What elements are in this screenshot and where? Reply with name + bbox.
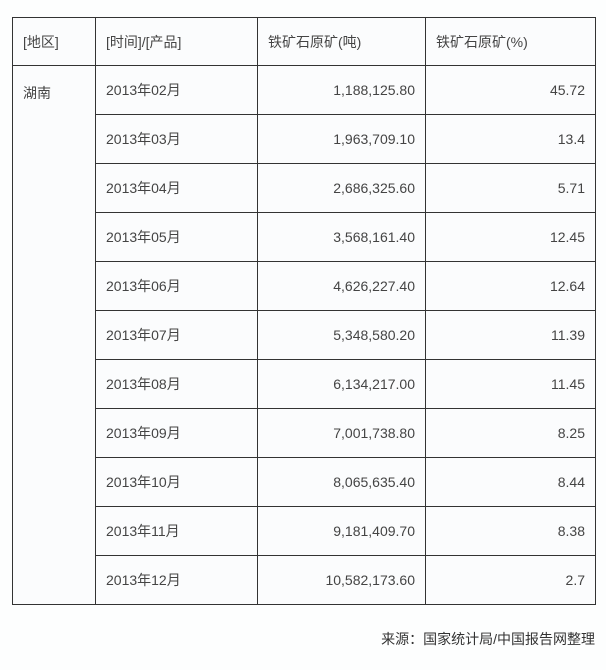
header-tons: 铁矿石原矿(吨) xyxy=(257,17,426,66)
table-row: 2013年06月 4,626,227.40 12.64 xyxy=(13,261,596,311)
percent-cell: 12.45 xyxy=(425,212,596,262)
period-cell: 2013年10月 xyxy=(95,457,258,507)
period-cell: 2013年03月 xyxy=(95,114,258,164)
table-row: 2013年05月 3,568,161.40 12.45 xyxy=(13,212,596,262)
tons-cell: 1,188,125.80 xyxy=(257,65,426,115)
period-cell: 2013年02月 xyxy=(95,65,258,115)
percent-cell: 12.64 xyxy=(425,261,596,311)
source-note: 来源：国家统计局/中国报告网整理 xyxy=(381,631,595,647)
tons-cell: 9,181,409.70 xyxy=(257,506,426,556)
table-row: 2013年09月 7,001,738.80 8.25 xyxy=(13,408,596,458)
table-row: 2013年04月 2,686,325.60 5.71 xyxy=(13,163,596,213)
tons-cell: 6,134,217.00 xyxy=(257,359,426,409)
percent-cell: 13.4 xyxy=(425,114,596,164)
percent-cell: 8.38 xyxy=(425,506,596,556)
period-cell: 2013年09月 xyxy=(95,408,258,458)
percent-cell: 2.7 xyxy=(425,555,596,605)
header-percent: 铁矿石原矿(%) xyxy=(425,17,596,66)
tons-cell: 7,001,738.80 xyxy=(257,408,426,458)
percent-cell: 5.71 xyxy=(425,163,596,213)
period-cell: 2013年05月 xyxy=(95,212,258,262)
table-row: 2013年12月 10,582,173.60 2.7 xyxy=(13,555,596,605)
tons-cell: 2,686,325.60 xyxy=(257,163,426,213)
period-cell: 2013年12月 xyxy=(95,555,258,605)
table-row: 2013年07月 5,348,580.20 11.39 xyxy=(13,310,596,360)
table-row: 2013年03月 1,963,709.10 13.4 xyxy=(13,114,596,164)
tons-cell: 5,348,580.20 xyxy=(257,310,426,360)
percent-cell: 45.72 xyxy=(425,65,596,115)
period-cell: 2013年08月 xyxy=(95,359,258,409)
tons-cell: 4,626,227.40 xyxy=(257,261,426,311)
percent-cell: 11.39 xyxy=(425,310,596,360)
tons-cell: 10,582,173.60 xyxy=(257,555,426,605)
table-row: 2013年10月 8,065,635.40 8.44 xyxy=(13,457,596,507)
percent-cell: 8.44 xyxy=(425,457,596,507)
percent-cell: 11.45 xyxy=(425,359,596,409)
period-cell: 2013年06月 xyxy=(95,261,258,311)
period-cell: 2013年07月 xyxy=(95,310,258,360)
header-period-product: [时间]/[产品] xyxy=(95,17,258,66)
table-row: 2013年08月 6,134,217.00 11.45 xyxy=(13,359,596,409)
header-row: [地区] [时间]/[产品] 铁矿石原矿(吨) 铁矿石原矿(%) xyxy=(12,17,596,66)
table-row: 2013年11月 9,181,409.70 8.38 xyxy=(13,506,596,556)
period-cell: 2013年11月 xyxy=(95,506,258,556)
header-region: [地区] xyxy=(12,17,96,66)
table-row: 湖南 2013年02月 1,188,125.80 45.72 xyxy=(12,65,596,605)
tons-cell: 1,963,709.10 xyxy=(257,114,426,164)
percent-cell: 8.25 xyxy=(425,408,596,458)
region-cell: 湖南 xyxy=(12,65,96,605)
tons-cell: 8,065,635.40 xyxy=(257,457,426,507)
tons-cell: 3,568,161.40 xyxy=(257,212,426,262)
period-cell: 2013年04月 xyxy=(95,163,258,213)
production-data-table: [地区] [时间]/[产品] 铁矿石原矿(吨) 铁矿石原矿(%) 湖南 2013… xyxy=(12,17,596,605)
